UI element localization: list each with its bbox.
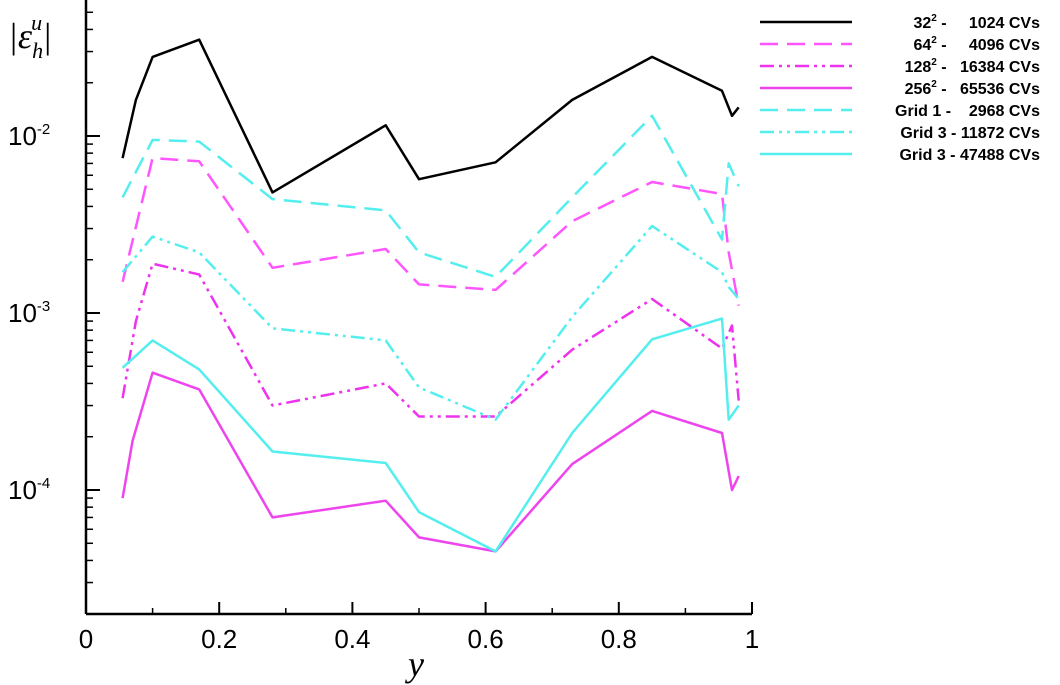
- series-line-4: [121, 371, 740, 553]
- x-tick-label-5: 0.8: [601, 624, 637, 654]
- y-tick-label-1: 10-4: [8, 475, 50, 505]
- x-tick-label-6: 1: [745, 624, 759, 654]
- y-tick-exp-1: -4: [37, 475, 50, 492]
- x-tick-label-2: 0.2: [201, 624, 237, 654]
- legend-label-3: 1282 - 16384 CVs: [905, 57, 1041, 76]
- y-axis-title-bar-left: |: [8, 16, 18, 56]
- legend: 322 - 1024 CVs 642 - 4096 CVs 1282 - 16384…: [760, 13, 1040, 164]
- y-axis-title-superscript: u: [31, 10, 42, 35]
- y-tick-exp-2: -3: [37, 298, 50, 315]
- series-line-6: [121, 224, 740, 421]
- legend-label-4: 2562 - 65536 CVs: [905, 79, 1041, 98]
- legend-label-2: 642 - 4096 CVs: [913, 35, 1040, 54]
- y-axis-title-epsilon: ε: [18, 16, 33, 56]
- axes: [84, 0, 752, 616]
- y-tick-base-2: 10: [8, 298, 37, 328]
- x-axis-title: y: [405, 644, 424, 684]
- legend-label-1: 322 - 1024 CVs: [913, 13, 1040, 32]
- series-line-3: [121, 262, 740, 418]
- x-tick-label-1: 0: [79, 624, 93, 654]
- y-axis-title-subscript: h: [32, 38, 43, 63]
- legend-label-6: Grid 3 - 11872 CVs: [900, 125, 1040, 142]
- series-layer: [121, 38, 740, 553]
- y-tick-base-1: 10: [8, 475, 37, 505]
- series-line-2: [121, 156, 740, 306]
- y-axis-title-bar-right: |: [42, 16, 52, 56]
- labels: |εhu| y: [8, 10, 424, 684]
- y-axis-title: |εhu|: [8, 10, 52, 63]
- y-tick-base-3: 10: [8, 121, 37, 151]
- series-line-7: [121, 317, 740, 553]
- legend-label-5: Grid 1 - 2968 CVs: [895, 103, 1040, 120]
- legend-label-7: Grid 3 - 47488 CVs: [899, 147, 1040, 164]
- y-tick-label-3: 10-2: [8, 121, 50, 151]
- y-tick-exp-3: -2: [37, 121, 50, 138]
- y-tick-label-2: 10-3: [8, 298, 50, 328]
- series-line-1: [121, 38, 740, 194]
- x-tick-label-3: 0.4: [334, 624, 370, 654]
- series-line-5: [121, 114, 740, 279]
- x-tick-label-4: 0.6: [468, 624, 504, 654]
- ticks: 0 0.2 0.4 0.6 0.8 110-410-310-2: [8, 11, 759, 654]
